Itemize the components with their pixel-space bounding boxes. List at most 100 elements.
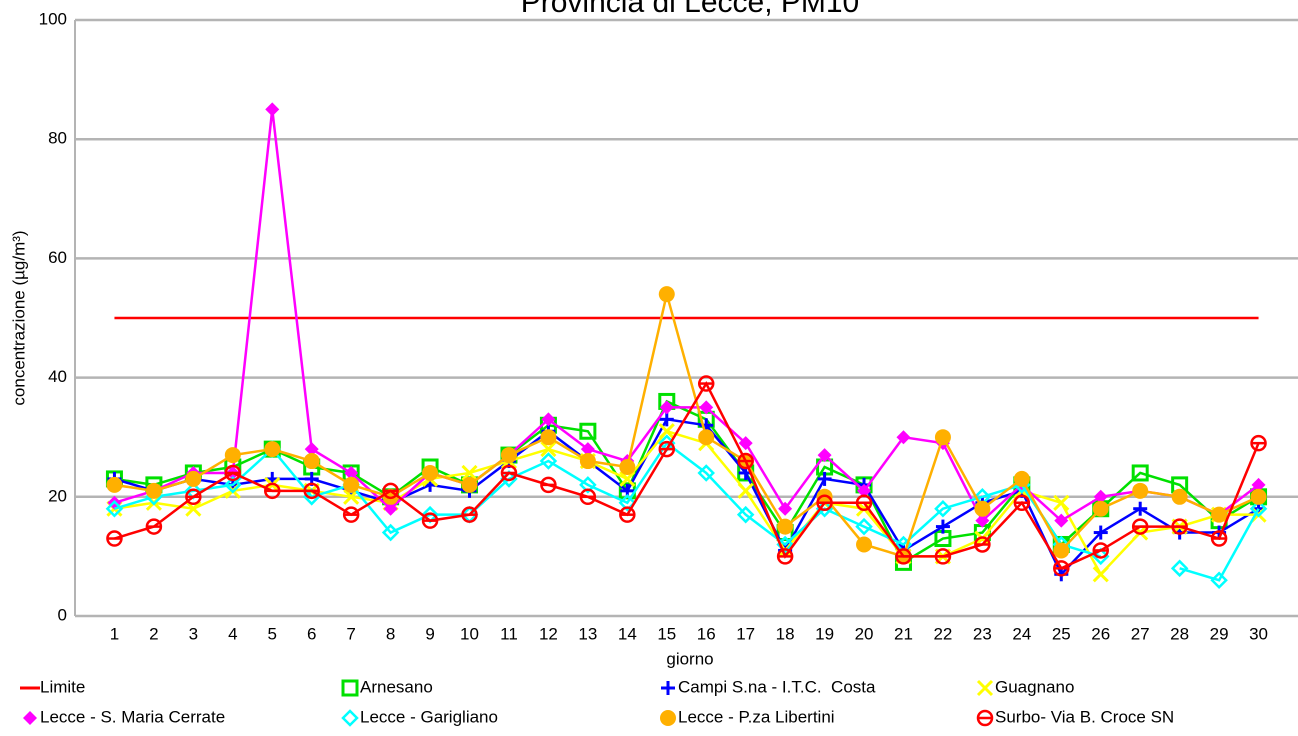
marker — [304, 442, 319, 457]
marker-part — [1210, 571, 1228, 590]
marker — [579, 488, 597, 506]
legend-label: Limite — [40, 677, 85, 696]
x-tick-label: 11 — [500, 624, 518, 643]
marker — [541, 412, 556, 427]
marker-part — [343, 476, 360, 493]
marker — [660, 710, 676, 726]
marker — [736, 505, 755, 524]
marker-part — [1092, 500, 1109, 517]
marker-part — [422, 464, 439, 481]
marker — [619, 470, 636, 487]
x-tick-label: 7 — [346, 624, 355, 643]
legend-label: Guagnano — [995, 677, 1074, 696]
legend-item: Lecce - Garigliano — [341, 707, 498, 727]
x-tick-label: 17 — [736, 624, 755, 643]
marker — [737, 452, 754, 470]
marker-part — [344, 465, 359, 480]
legend-label: Lecce - P.za Libertini — [678, 707, 835, 726]
x-tick-label: 22 — [933, 624, 952, 643]
x-tick-label: 15 — [657, 624, 676, 643]
x-tick-label: 1 — [110, 624, 119, 643]
marker-part — [974, 500, 991, 517]
marker — [224, 464, 242, 482]
marker — [1013, 494, 1031, 512]
marker — [975, 513, 990, 528]
x-tick-label: 29 — [1210, 624, 1229, 643]
marker — [105, 499, 124, 518]
x-tick-label: 26 — [1091, 624, 1110, 643]
x-tick-label: 2 — [149, 624, 158, 643]
x-tick-label: 5 — [268, 624, 277, 643]
marker — [185, 500, 202, 517]
marker-part — [1093, 489, 1108, 504]
marker-part — [224, 447, 241, 464]
marker — [185, 488, 202, 506]
marker-part — [619, 470, 636, 487]
marker-part — [105, 499, 124, 518]
marker — [341, 709, 359, 727]
marker-part — [855, 517, 873, 536]
marker — [1250, 488, 1267, 505]
marker — [422, 464, 439, 481]
marker-part — [1249, 499, 1268, 518]
marker — [1249, 499, 1268, 518]
series-line — [114, 441, 1260, 582]
x-tick-label: 18 — [776, 624, 795, 643]
x-tick-label: 30 — [1249, 624, 1268, 643]
marker-part — [265, 102, 280, 117]
x-tick-label: 20 — [855, 624, 874, 643]
marker-part — [1054, 513, 1069, 528]
legend-item: Lecce - S. Maria Cerrate — [23, 707, 225, 726]
marker — [895, 548, 912, 565]
y-tick-label: 80 — [48, 129, 67, 148]
marker-part — [698, 429, 715, 446]
marker — [1251, 477, 1266, 492]
marker-part — [106, 476, 123, 493]
marker — [461, 476, 478, 493]
marker-part — [659, 400, 674, 415]
marker — [934, 548, 952, 565]
marker — [224, 476, 242, 494]
marker — [974, 500, 991, 517]
marker — [661, 681, 675, 695]
marker — [421, 512, 439, 529]
marker — [1054, 513, 1069, 528]
marker-part — [1211, 506, 1228, 523]
marker — [776, 548, 794, 565]
marker — [976, 709, 994, 727]
x-tick-label: 28 — [1170, 624, 1189, 643]
marker — [145, 518, 163, 535]
marker — [1210, 530, 1228, 547]
marker-part — [658, 423, 675, 440]
marker — [817, 471, 832, 486]
y-tick-label: 60 — [48, 248, 67, 267]
chart-title: Provincia di Lecce, PM10 — [521, 0, 860, 19]
x-axis-label: giorno — [666, 649, 713, 668]
marker — [697, 464, 715, 482]
marker — [699, 400, 714, 415]
marker — [1171, 488, 1188, 505]
marker-part — [303, 453, 320, 470]
series-line — [114, 399, 1260, 565]
legend-item: Surbo- Via B. Croce SN — [976, 707, 1174, 727]
marker-part — [896, 430, 911, 445]
marker — [342, 506, 360, 523]
marker-part — [856, 536, 873, 553]
marker — [1133, 501, 1148, 516]
y-tick-label: 20 — [48, 486, 67, 505]
marker — [1053, 494, 1070, 511]
series-line — [114, 109, 1260, 523]
marker — [658, 423, 675, 440]
x-tick-label: 8 — [386, 624, 395, 643]
marker-part — [737, 482, 754, 499]
marker-part — [1092, 566, 1109, 583]
marker-part — [1131, 464, 1149, 482]
legend-label: Surbo- Via B. Croce SN — [995, 707, 1174, 726]
legend-label: Arnesano — [360, 677, 433, 696]
marker-part — [1250, 488, 1267, 505]
marker — [778, 501, 793, 516]
x-tick-label: 12 — [539, 624, 558, 643]
marker-part — [934, 429, 951, 446]
marker-part — [1251, 477, 1266, 492]
marker — [935, 519, 950, 534]
